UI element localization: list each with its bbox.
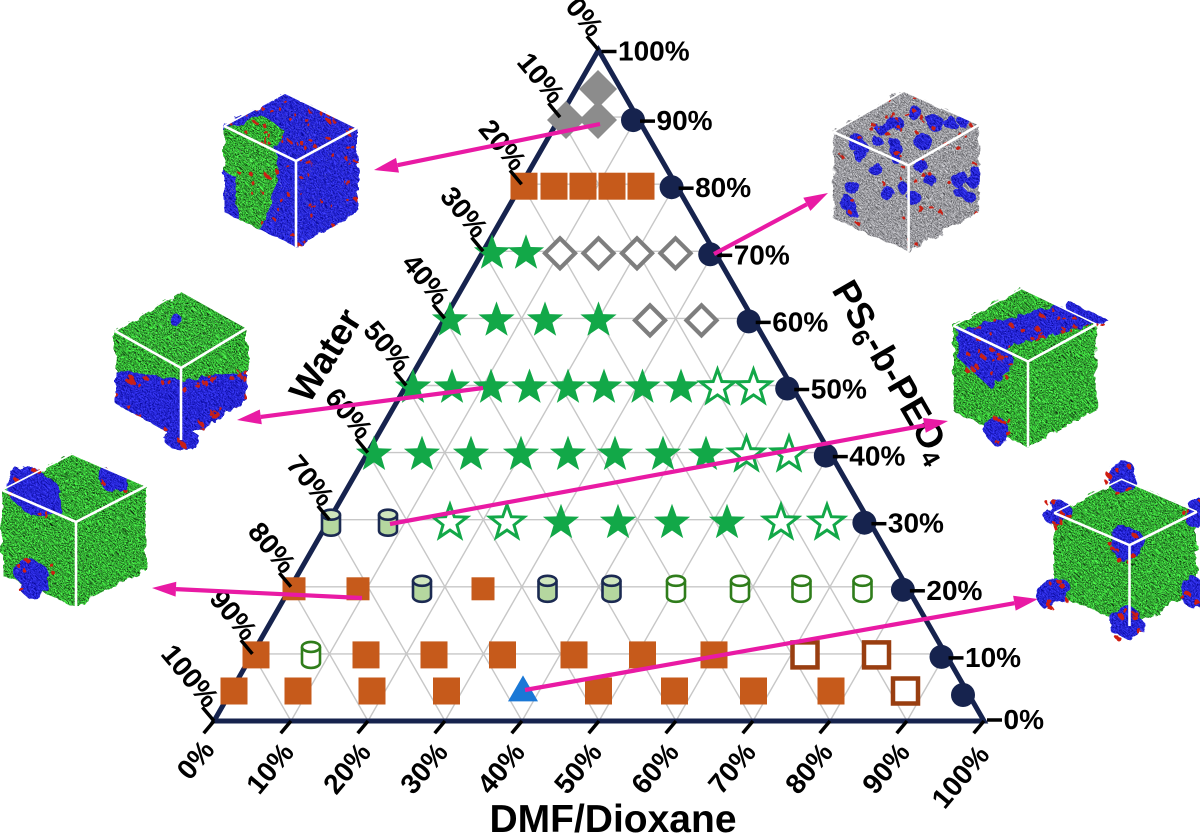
svg-text:50%: 50%: [811, 374, 867, 405]
svg-text:100%: 100%: [618, 36, 690, 67]
svg-text:80%: 80%: [695, 172, 751, 203]
svg-text:40%: 40%: [849, 441, 905, 472]
svg-text:10%: 10%: [965, 642, 1021, 673]
svg-text:60%: 60%: [772, 306, 828, 337]
svg-text:20%: 20%: [926, 575, 982, 606]
svg-text:DMF/Dioxane: DMF/Dioxane: [489, 798, 736, 835]
svg-text:0%: 0%: [1004, 704, 1045, 735]
svg-text:30%: 30%: [888, 508, 944, 539]
svg-text:70%: 70%: [734, 239, 790, 270]
svg-text:90%: 90%: [657, 105, 713, 136]
